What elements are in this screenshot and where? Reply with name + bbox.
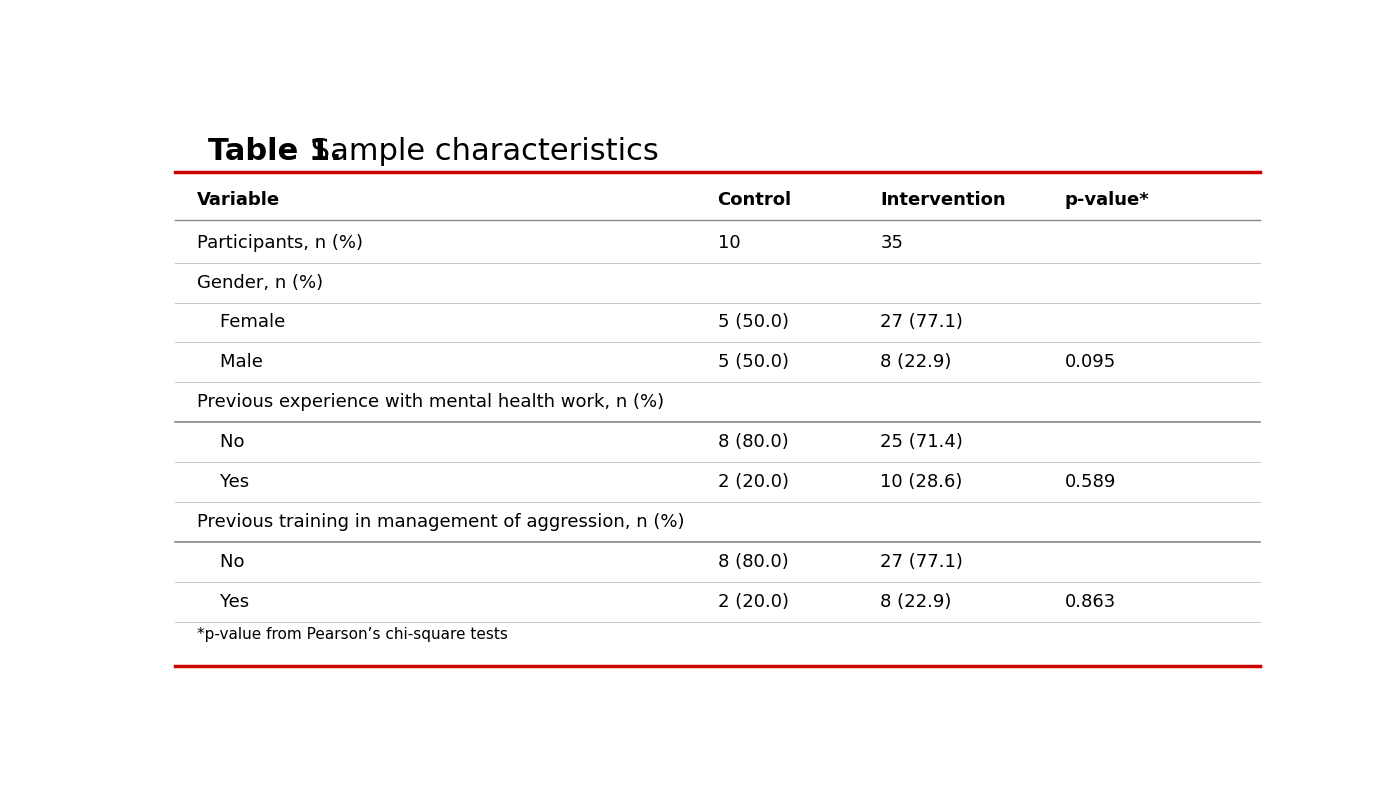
Text: 27 (77.1): 27 (77.1) [881, 553, 963, 571]
Text: Intervention: Intervention [881, 191, 1005, 209]
Text: 0.863: 0.863 [1064, 593, 1116, 611]
Text: No: No [196, 553, 244, 571]
Text: Sample characteristics: Sample characteristics [301, 137, 659, 166]
Text: Male: Male [196, 354, 263, 372]
Text: 25 (71.4): 25 (71.4) [881, 433, 963, 451]
Text: Previous training in management of aggression, n (%): Previous training in management of aggre… [196, 513, 685, 531]
Text: 0.589: 0.589 [1064, 473, 1116, 491]
Text: 8 (80.0): 8 (80.0) [717, 433, 788, 451]
Text: 35: 35 [881, 233, 903, 252]
Text: 10 (28.6): 10 (28.6) [881, 473, 963, 491]
Text: 10: 10 [717, 233, 741, 252]
Text: p-value*: p-value* [1064, 191, 1149, 209]
Text: 0.095: 0.095 [1064, 354, 1116, 372]
Text: Yes: Yes [196, 473, 249, 491]
Text: Participants, n (%): Participants, n (%) [196, 233, 363, 252]
Text: Control: Control [717, 191, 791, 209]
Text: Yes: Yes [196, 593, 249, 611]
Text: Gender, n (%): Gender, n (%) [196, 274, 323, 292]
Text: Table 1.: Table 1. [207, 137, 342, 166]
Text: 8 (80.0): 8 (80.0) [717, 553, 788, 571]
Text: 8 (22.9): 8 (22.9) [881, 354, 952, 372]
Text: 5 (50.0): 5 (50.0) [717, 354, 788, 372]
Text: Variable: Variable [196, 191, 280, 209]
Text: Female: Female [196, 314, 286, 332]
Text: No: No [196, 433, 244, 451]
Text: 27 (77.1): 27 (77.1) [881, 314, 963, 332]
Text: 2 (20.0): 2 (20.0) [717, 593, 788, 611]
Text: 5 (50.0): 5 (50.0) [717, 314, 788, 332]
Text: 8 (22.9): 8 (22.9) [881, 593, 952, 611]
Text: 2 (20.0): 2 (20.0) [717, 473, 788, 491]
Text: Previous experience with mental health work, n (%): Previous experience with mental health w… [196, 393, 664, 411]
Text: *p-value from Pearson’s chi-square tests: *p-value from Pearson’s chi-square tests [196, 627, 508, 642]
